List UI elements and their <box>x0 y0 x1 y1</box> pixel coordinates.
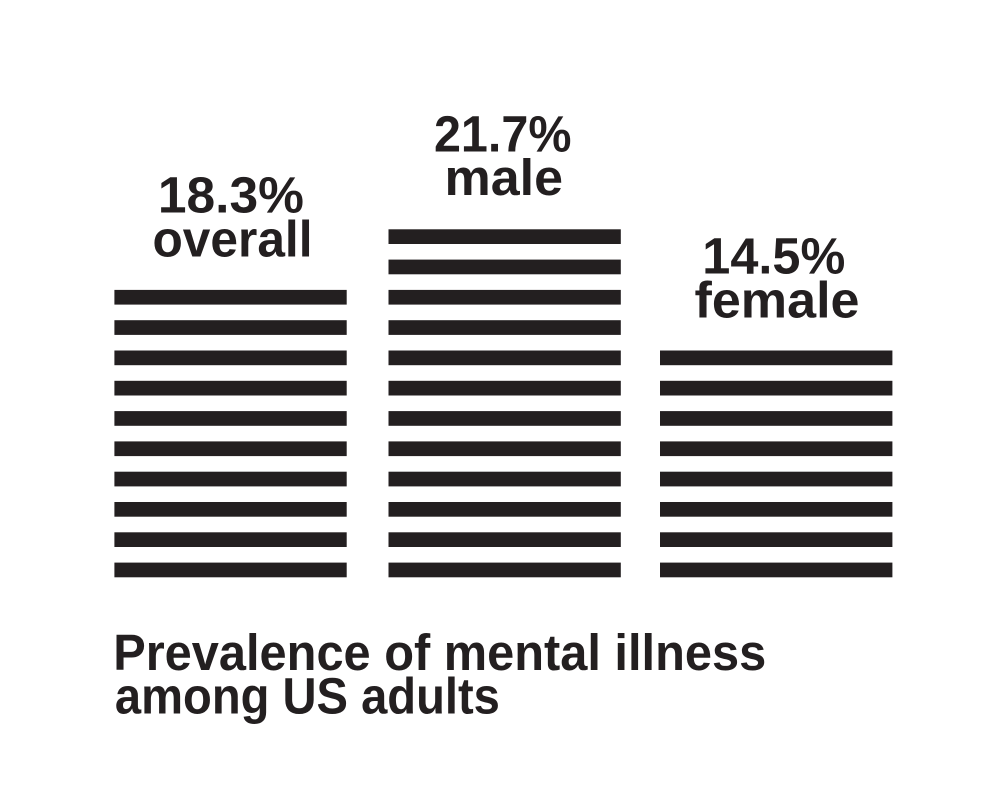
svg-text:14.5%: 14.5% <box>702 227 845 284</box>
svg-text:18.3%: 18.3% <box>158 167 304 224</box>
svg-text:among US adults: among US adults <box>115 668 500 725</box>
svg-text:21.7%: 21.7% <box>434 105 572 162</box>
svg-text:male: male <box>445 149 564 206</box>
svg-text:female: female <box>695 272 860 329</box>
svg-text:overall: overall <box>153 211 313 268</box>
svg-text:Prevalence of mental illness: Prevalence of mental illness <box>113 624 766 681</box>
